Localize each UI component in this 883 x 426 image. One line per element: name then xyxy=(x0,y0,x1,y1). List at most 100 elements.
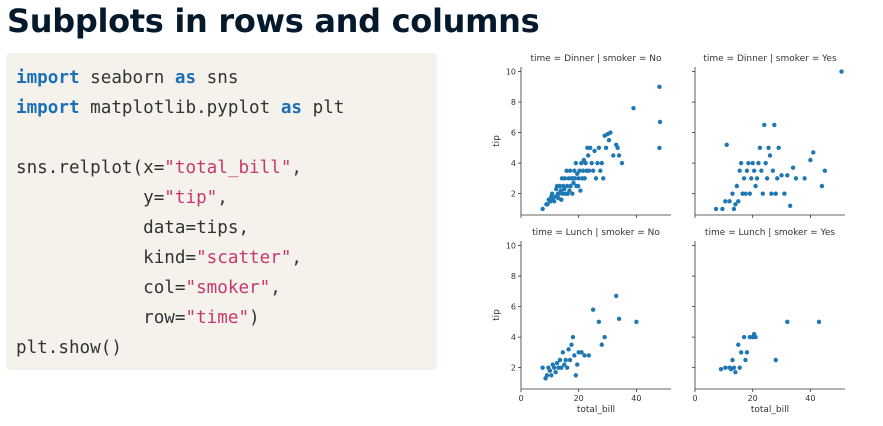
scatter-point xyxy=(760,191,765,196)
scatter-point xyxy=(736,342,741,347)
scatter-point xyxy=(733,202,738,207)
y-tick-label: 10 xyxy=(506,68,516,77)
code-string: "scatter" xyxy=(196,248,292,268)
scatter-point xyxy=(562,176,568,181)
scatter-point xyxy=(616,153,622,158)
scatter-point xyxy=(793,176,799,181)
scatter-point xyxy=(540,365,545,370)
y-axis-label: tip xyxy=(492,135,502,147)
scatter-point xyxy=(573,160,579,166)
x-axis-label: total_bill xyxy=(577,405,615,415)
scatter-point xyxy=(573,373,579,378)
code-line: plt.show() xyxy=(16,333,344,363)
scatter-point xyxy=(619,160,625,166)
code-token: sns xyxy=(196,68,239,88)
scatter-point xyxy=(557,183,563,189)
scatter-point xyxy=(779,173,784,178)
y-tick-label: 10 xyxy=(506,242,516,251)
x-tick-label: 0 xyxy=(518,394,523,403)
x-tick-label: 20 xyxy=(748,394,758,403)
scatter-point xyxy=(592,148,597,154)
scatter-point xyxy=(787,203,793,209)
scatter-point xyxy=(733,370,738,375)
x-tick-label: 40 xyxy=(805,394,815,403)
scatter-point xyxy=(657,145,662,151)
scatter-point xyxy=(782,191,787,196)
scatter-point xyxy=(802,176,807,181)
scatter-point xyxy=(589,160,594,166)
scatter-point xyxy=(596,319,602,325)
scatter-point xyxy=(736,199,741,204)
code-string: "tip" xyxy=(164,188,218,208)
scatter-point xyxy=(785,319,790,325)
scatter-point xyxy=(718,366,724,372)
scatter-point xyxy=(567,188,572,193)
facet-panel: time = Dinner | smoker = Yes xyxy=(692,54,845,218)
scatter-point xyxy=(773,357,778,363)
scatter-point xyxy=(549,373,554,378)
scatter-point xyxy=(776,145,781,151)
scatter-point xyxy=(571,180,576,186)
scatter-point xyxy=(753,334,758,340)
scatter-point xyxy=(569,342,574,347)
scatter-point xyxy=(757,145,763,151)
code-line: import matplotlib.pyplot as plt xyxy=(16,93,344,123)
scatter-point xyxy=(775,176,780,181)
scatter-point xyxy=(839,69,844,74)
scatter-point xyxy=(631,105,636,111)
scatter-point xyxy=(570,334,576,340)
scatter-point xyxy=(750,160,755,166)
scatter-point xyxy=(724,142,729,148)
code-token: sns.relplot(x= xyxy=(16,158,165,178)
scatter-point xyxy=(606,138,612,143)
code-token: , xyxy=(291,158,302,178)
scatter-point xyxy=(723,365,728,370)
scatter-point xyxy=(772,122,777,128)
scatter-point xyxy=(737,168,742,173)
scatter-point xyxy=(551,365,557,370)
scatter-point xyxy=(586,153,591,158)
scatter-point xyxy=(567,357,573,363)
facet-panel: time = Lunch | smoker = No 2 4 6 8 10 0 20 40 tip… xyxy=(492,228,671,415)
scatter-point xyxy=(578,188,583,193)
scatter-point xyxy=(744,350,750,355)
scatter-point xyxy=(613,293,619,299)
scatter-point xyxy=(743,191,748,196)
scatter-point xyxy=(596,145,602,151)
code-string: "total_bill" xyxy=(164,158,292,178)
code-token: ) xyxy=(249,308,260,328)
code-line: col="smoker", xyxy=(16,273,344,303)
scatter-point xyxy=(657,119,663,125)
scatter-point xyxy=(559,365,564,370)
code-block: import seaborn as sns import matplotlib.p… xyxy=(16,63,344,363)
code-token: plt xyxy=(302,98,345,118)
facet-title: time = Lunch | smoker = No xyxy=(532,228,660,238)
scatter-point xyxy=(590,168,596,173)
scatter-point xyxy=(595,160,600,166)
scatter-point xyxy=(575,171,580,177)
scatter-point xyxy=(572,353,577,358)
code-string: "time" xyxy=(185,308,250,328)
facet-title: time = Dinner | smoker = No xyxy=(530,54,662,64)
scatter-point xyxy=(741,334,747,340)
scatter-point xyxy=(562,186,567,192)
scatter-point xyxy=(553,370,558,375)
y-tick-label: 2 xyxy=(511,364,516,373)
scatter-point xyxy=(785,173,790,178)
scatter-point xyxy=(576,176,581,181)
x-tick-label: 40 xyxy=(631,394,641,403)
scatter-point xyxy=(770,168,776,173)
scatter-point xyxy=(730,191,735,196)
y-tick-label: 2 xyxy=(511,190,516,199)
scatter-point xyxy=(734,183,740,189)
scatter-point xyxy=(540,206,545,212)
y-tick-label: 8 xyxy=(511,272,516,281)
code-token: seaborn xyxy=(79,68,175,88)
scatter-point xyxy=(554,360,560,366)
scatter-point xyxy=(763,160,768,166)
scatter-point xyxy=(720,206,725,212)
y-axis-label: tip xyxy=(492,309,502,321)
code-token: col= xyxy=(16,278,186,298)
code-token: kind= xyxy=(16,248,197,268)
scatter-point xyxy=(593,176,599,181)
